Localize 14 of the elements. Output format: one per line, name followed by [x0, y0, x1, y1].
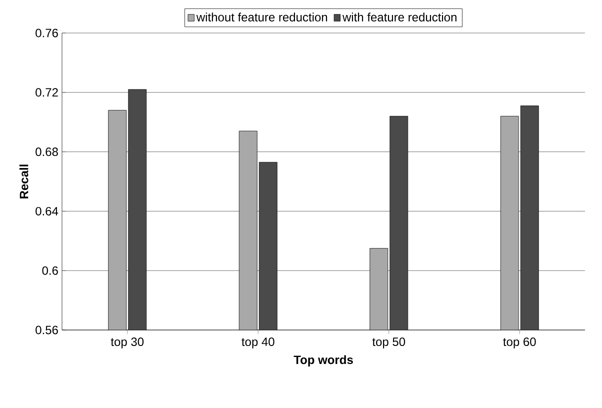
x-tick-label: top 30 — [110, 338, 144, 348]
legend-label: without feature reduction — [196, 12, 328, 22]
y-tick-label: 0.72 — [36, 88, 58, 97]
y-tick-label: 0.6 — [42, 266, 58, 275]
legend-label: with feature reduction — [342, 12, 456, 22]
x-tick-label: top 60 — [503, 338, 536, 348]
x-axis-title: Top words — [294, 355, 353, 366]
x-tick-label: top 40 — [242, 338, 274, 348]
y-tick-label: 0.56 — [36, 326, 58, 334]
y-tick-label: 0.68 — [36, 148, 58, 156]
y-axis-title: Recall — [19, 164, 28, 198]
x-tick-label: top 50 — [372, 338, 406, 348]
y-tick-label: 0.76 — [36, 28, 58, 38]
y-tick-label: 0.64 — [36, 206, 58, 216]
